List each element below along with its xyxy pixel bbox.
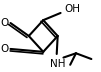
Text: O: O	[1, 18, 9, 28]
Text: OH: OH	[64, 4, 80, 14]
Text: NH: NH	[50, 59, 65, 69]
Text: O: O	[1, 44, 9, 54]
